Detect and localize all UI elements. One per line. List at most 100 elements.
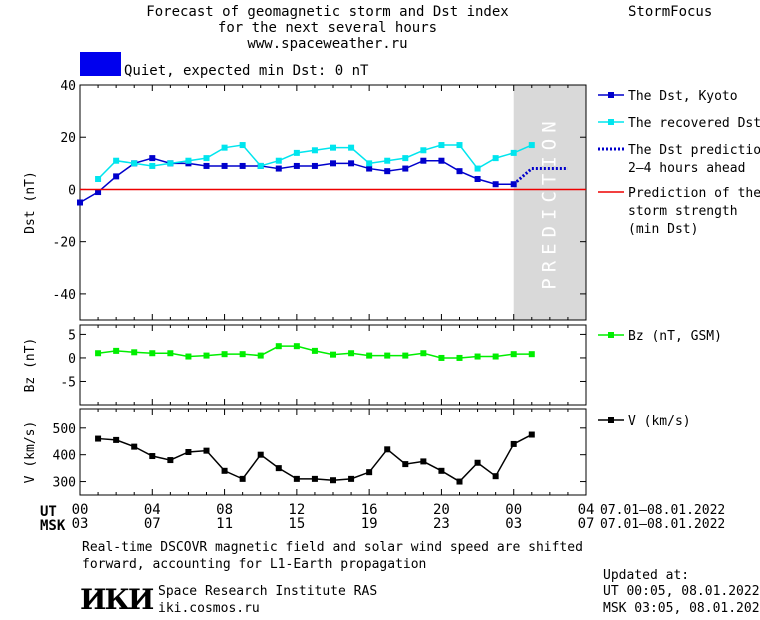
data-point [438, 354, 445, 361]
data-point [221, 467, 228, 474]
legend-label: The Dst, Kyoto [628, 89, 738, 104]
brand-label: StormFocus [628, 4, 713, 20]
data-point [167, 457, 174, 464]
data-point [330, 477, 336, 484]
data-point [474, 176, 481, 182]
footer-note-line2: forward, accounting for L1-Earth propaga… [82, 557, 427, 572]
data-point [257, 352, 264, 359]
data-point [167, 350, 174, 357]
data-point [293, 149, 300, 156]
legend-label: Prediction of the [628, 186, 760, 201]
data-point [203, 447, 210, 454]
data-point [510, 149, 517, 156]
data-point [330, 351, 336, 358]
data-point [149, 162, 156, 169]
data-point [492, 181, 499, 188]
data-point [149, 453, 156, 460]
data-point [456, 478, 463, 485]
website-link[interactable]: www.spaceweather.ru [247, 36, 408, 52]
legend-label: (min Dst) [628, 222, 698, 237]
data-point [77, 199, 83, 206]
prediction-region [513, 85, 586, 320]
data-point [492, 473, 499, 480]
data-point [474, 459, 481, 466]
msk-tick-label: 07 [578, 516, 595, 532]
legend-label: The recovered Dst [628, 116, 760, 131]
y-tick-label: 500 [53, 422, 76, 437]
y-tick-label: 5 [68, 328, 76, 343]
data-point [510, 351, 517, 358]
msk-tick-label: 07 [144, 516, 161, 532]
y-tick-label: -5 [60, 375, 76, 390]
data-point [348, 350, 355, 357]
data-point [420, 147, 427, 154]
data-point [221, 144, 228, 151]
legend-marker [608, 417, 614, 423]
footer-note-line1: Real-time DSCOVR magnetic field and sola… [82, 540, 583, 555]
data-point [510, 440, 517, 447]
data-point [113, 157, 120, 164]
updated-ut: UT 00:05, 08.01.2022 [603, 584, 760, 599]
msk-tick-label: 23 [433, 516, 450, 532]
data-point [293, 475, 300, 482]
data-point [311, 475, 318, 482]
data-point [456, 142, 463, 149]
msk-tick-label: 03 [505, 516, 522, 532]
msk-tick-label: 03 [72, 516, 89, 532]
data-point [456, 354, 463, 361]
data-point [402, 352, 409, 359]
data-point [113, 436, 120, 443]
data-point [366, 469, 373, 476]
data-point [384, 446, 391, 453]
ut-tick-label: 08 [216, 502, 233, 518]
y-tick-label: 0 [68, 183, 76, 198]
data-point [311, 147, 318, 154]
legend-label: Bz (nT, GSM) [628, 329, 722, 344]
data-point [366, 160, 373, 167]
legend-marker [608, 119, 614, 125]
updated-label: Updated at: [603, 568, 690, 583]
data-point [203, 162, 210, 169]
ut-tick-label: 00 [72, 502, 89, 518]
ut-axis-label: UT [40, 504, 57, 520]
data-point [149, 155, 156, 162]
y-tick-label: 20 [60, 131, 76, 146]
data-point [95, 176, 102, 182]
data-point [474, 165, 481, 172]
data-point [366, 352, 373, 359]
data-point [257, 162, 264, 169]
data-point [131, 160, 138, 167]
data-point [239, 351, 246, 358]
data-point [528, 431, 535, 438]
data-point [239, 142, 246, 149]
data-point [492, 155, 499, 162]
data-point [348, 475, 355, 482]
legend-label: V (km/s) [628, 414, 691, 429]
y-axis-label: V (km/s) [23, 421, 38, 484]
data-point [95, 350, 102, 357]
data-point [131, 443, 138, 450]
data-point [239, 162, 246, 169]
ut-date-range: 07.01–08.01.2022 [600, 503, 725, 518]
data-point [113, 173, 120, 180]
ut-tick-label: 12 [288, 502, 305, 518]
data-point [384, 352, 391, 359]
plot-frame [79, 84, 587, 321]
data-point [221, 351, 228, 358]
legend-label: storm strength [628, 204, 738, 219]
data-point [420, 350, 427, 357]
y-tick-label: -20 [53, 236, 76, 251]
ut-tick-label: 04 [144, 502, 161, 518]
institute-link[interactable]: iki.cosmos.ru [158, 601, 260, 616]
data-point [275, 465, 282, 472]
institute-name: Space Research Institute RAS [158, 584, 378, 599]
msk-tick-label: 11 [216, 516, 233, 532]
chart-title-line1: Forecast of geomagnetic storm and Dst in… [146, 4, 509, 20]
data-point [402, 165, 409, 172]
data-point [275, 157, 282, 164]
y-tick-label: -40 [53, 288, 76, 303]
data-point [366, 165, 373, 172]
y-tick-label: 0 [68, 352, 76, 367]
series-line [512, 167, 568, 186]
